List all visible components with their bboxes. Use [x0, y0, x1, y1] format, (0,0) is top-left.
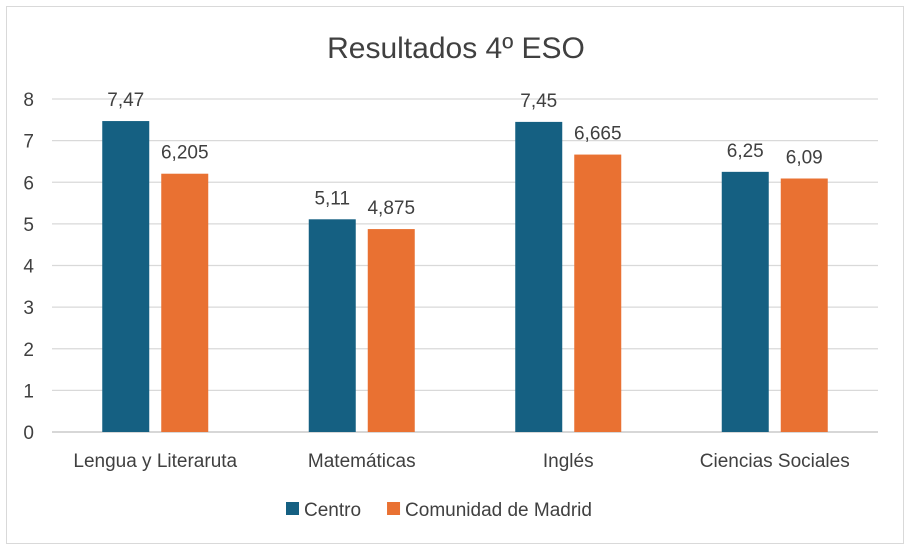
bar-comunidad-de-madrid — [161, 173, 209, 433]
y-axis-ticks: 0 1 2 3 4 5 6 7 8 — [23, 90, 34, 444]
data-label: 6,665 — [574, 124, 622, 145]
y-tick-label: 7 — [23, 132, 34, 153]
bars — [102, 121, 828, 433]
legend-swatch — [286, 502, 299, 515]
data-label: 6,09 — [786, 148, 823, 169]
x-tick-label: Matemáticas — [308, 451, 416, 472]
y-tick-label: 1 — [23, 381, 34, 402]
y-tick-label: 2 — [23, 340, 34, 361]
chart-title: Resultados 4º ESO — [327, 32, 585, 65]
bar-centro — [308, 219, 356, 432]
bar-comunidad-de-madrid — [574, 154, 622, 432]
data-label: 6,205 — [161, 143, 209, 164]
y-tick-label: 0 — [23, 423, 34, 444]
data-label: 5,11 — [314, 188, 350, 209]
bar-centro — [515, 121, 563, 433]
x-tick-label: Lengua y Literaruta — [73, 451, 237, 472]
bar-centro — [721, 171, 769, 432]
y-tick-label: 6 — [23, 173, 34, 194]
x-tick-label: Ciencias Sociales — [700, 451, 850, 472]
data-labels: 7,47 6,205 5,11 4,875 7,45 6,665 6,25 6,09 — [107, 90, 822, 219]
x-axis-labels: Lengua y Literaruta Matemáticas Inglés Cien… — [73, 451, 849, 472]
data-label: 7,45 — [520, 91, 557, 112]
data-label: 4,875 — [367, 198, 415, 219]
bar-centro — [102, 121, 150, 432]
legend-label: Comunidad de Madrid — [405, 500, 592, 521]
legend-swatch — [387, 502, 401, 515]
data-label: 6,25 — [727, 141, 764, 162]
y-tick-label: 3 — [23, 298, 34, 319]
bar-comunidad-de-madrid — [780, 178, 828, 432]
y-tick-label: 8 — [23, 90, 34, 111]
data-label: 7,47 — [107, 90, 144, 111]
legend: Centro Comunidad de Madrid — [286, 500, 592, 521]
y-tick-label: 5 — [23, 215, 34, 236]
x-tick-label: Inglés — [543, 451, 594, 472]
y-tick-label: 4 — [23, 257, 34, 278]
legend-label: Centro — [304, 500, 361, 521]
bar-comunidad-de-madrid — [367, 229, 415, 432]
